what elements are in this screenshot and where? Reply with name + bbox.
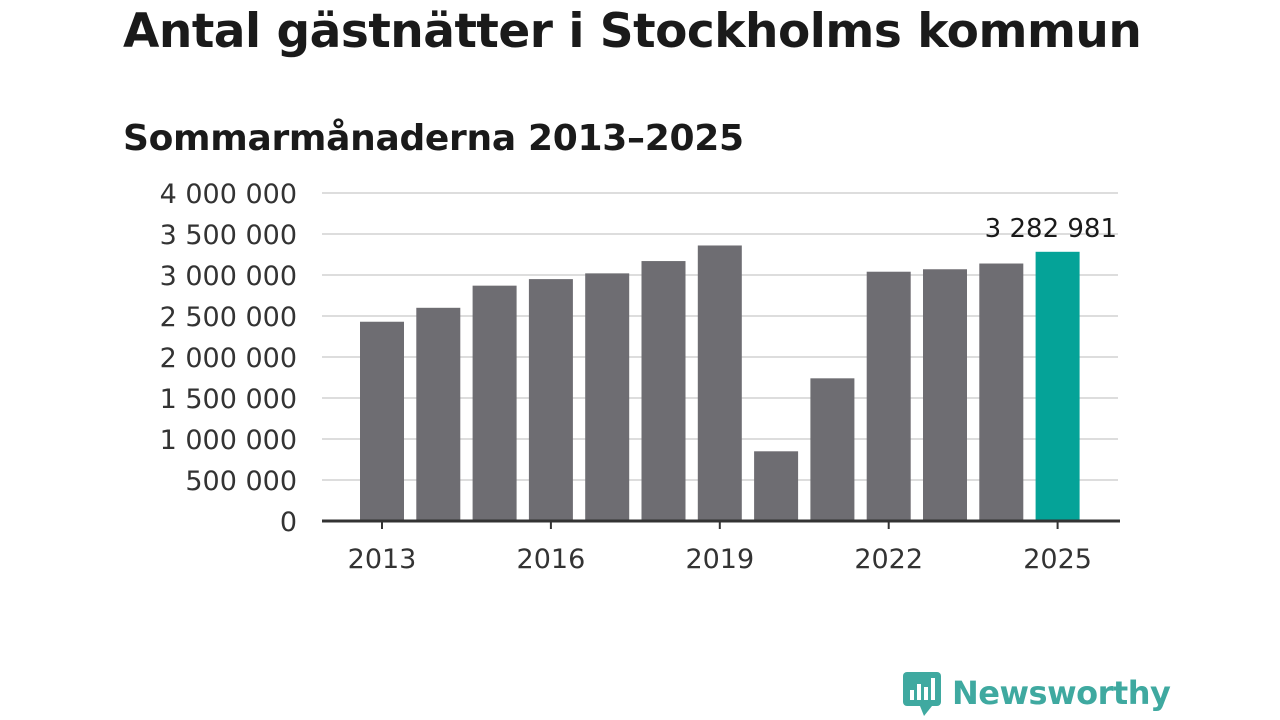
y-tick-label: 2 500 000 <box>160 302 297 333</box>
bar-2020 <box>754 451 799 521</box>
bar-2016 <box>528 279 573 521</box>
chart-speech-bubble-icon <box>903 672 941 716</box>
x-tick-label: 2013 <box>348 544 417 575</box>
bar-2025 <box>1035 251 1080 521</box>
y-tick-label: 3 000 000 <box>160 261 297 292</box>
bars <box>360 245 1080 522</box>
x-tick-label: 2025 <box>1023 544 1092 575</box>
labels: 0 500 000 1 000 000 1 500 000 2 000 000 2 500… <box>160 179 1117 575</box>
x-tick-label: 2019 <box>685 544 754 575</box>
chart-subtitle: Sommarmånaderna 2013–2025 <box>123 118 744 159</box>
brand-name: Newsworthy <box>952 674 1171 712</box>
bar-2022 <box>866 271 911 521</box>
bar-chart: 0 500 000 1 000 000 1 500 000 2 000 000 2 500… <box>160 179 1120 575</box>
x-tick-label: 2022 <box>854 544 923 575</box>
bar-2019 <box>697 245 742 522</box>
bar-2013 <box>360 321 404 521</box>
data-label-2025: 3 282 981 <box>985 214 1117 244</box>
x-tick-label: 2016 <box>517 544 586 575</box>
y-tick-label: 1 500 000 <box>160 384 297 415</box>
axes <box>322 519 1120 529</box>
bar-2017 <box>585 273 630 521</box>
bar-2014 <box>416 307 461 521</box>
y-tick-label: 1 000 000 <box>160 425 297 456</box>
bar-2018 <box>641 261 686 521</box>
bar-2023 <box>923 269 967 521</box>
bar-2021 <box>810 378 855 521</box>
y-tick-label: 4 000 000 <box>160 179 297 210</box>
y-tick-label: 0 <box>280 507 297 538</box>
y-tick-label: 500 000 <box>185 466 297 497</box>
bar-2024 <box>979 263 1024 521</box>
y-tick-label: 2 000 000 <box>160 343 297 374</box>
brand-logo: Newsworthy <box>902 668 1171 718</box>
chart-title: Antal gästnätter i Stockholms kommun <box>123 4 1142 59</box>
bar-2015 <box>472 285 517 521</box>
y-tick-label: 3 500 000 <box>160 220 297 251</box>
